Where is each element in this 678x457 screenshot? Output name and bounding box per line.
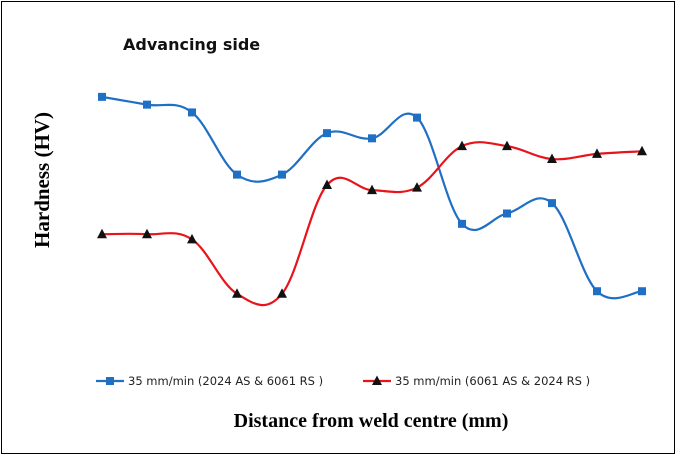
series-1-point-1 bbox=[98, 92, 106, 101]
legend-marker-1 bbox=[106, 377, 114, 385]
series-2-point-7 bbox=[367, 184, 377, 195]
series-1-point-10 bbox=[503, 209, 511, 218]
series-1-line bbox=[101, 95, 643, 300]
series-1-point-11 bbox=[548, 199, 556, 208]
series-2-point-1 bbox=[97, 228, 107, 239]
series-2-point-2 bbox=[142, 228, 152, 239]
y-axis-label: Hardness (HV) bbox=[30, 112, 54, 248]
series-1-point-6 bbox=[323, 129, 331, 138]
legend: 35 mm/min (2024 AS & 6061 RS ) 35 mm/min … bbox=[96, 374, 590, 388]
series-2-point-9 bbox=[457, 140, 467, 151]
series-1-point-13 bbox=[638, 287, 646, 296]
series-1-point-12 bbox=[593, 287, 601, 296]
series-1-point-8 bbox=[413, 113, 421, 122]
series-2-point-5 bbox=[277, 288, 287, 298]
series-1-point-3 bbox=[188, 108, 196, 117]
legend-marker-2 bbox=[372, 375, 382, 385]
x-axis-label: Distance from weld centre (mm) bbox=[234, 410, 509, 432]
series-2-line bbox=[101, 141, 643, 307]
legend-label-1: 35 mm/min (2024 AS & 6061 RS ) bbox=[128, 374, 323, 388]
series-2-point-6 bbox=[322, 179, 332, 189]
legend-label-2: 35 mm/min (6061 AS & 2024 RS ) bbox=[395, 374, 590, 388]
annotation-advancing-side: Advancing side bbox=[123, 35, 260, 54]
series-1-point-4 bbox=[233, 170, 241, 179]
series-1-point-2 bbox=[143, 100, 151, 109]
series-2-point-11 bbox=[547, 153, 557, 164]
series-layer bbox=[97, 92, 647, 307]
series-2-point-3 bbox=[187, 233, 197, 244]
series-1-point-7 bbox=[368, 134, 376, 143]
series-2-point-4 bbox=[232, 288, 242, 298]
series-2-point-12 bbox=[592, 148, 602, 158]
series-1-point-5 bbox=[278, 170, 286, 179]
series-2-point-8 bbox=[412, 182, 422, 192]
series-2-point-13 bbox=[637, 145, 647, 156]
series-2-point-10 bbox=[502, 140, 512, 151]
series-1-point-9 bbox=[458, 219, 466, 228]
